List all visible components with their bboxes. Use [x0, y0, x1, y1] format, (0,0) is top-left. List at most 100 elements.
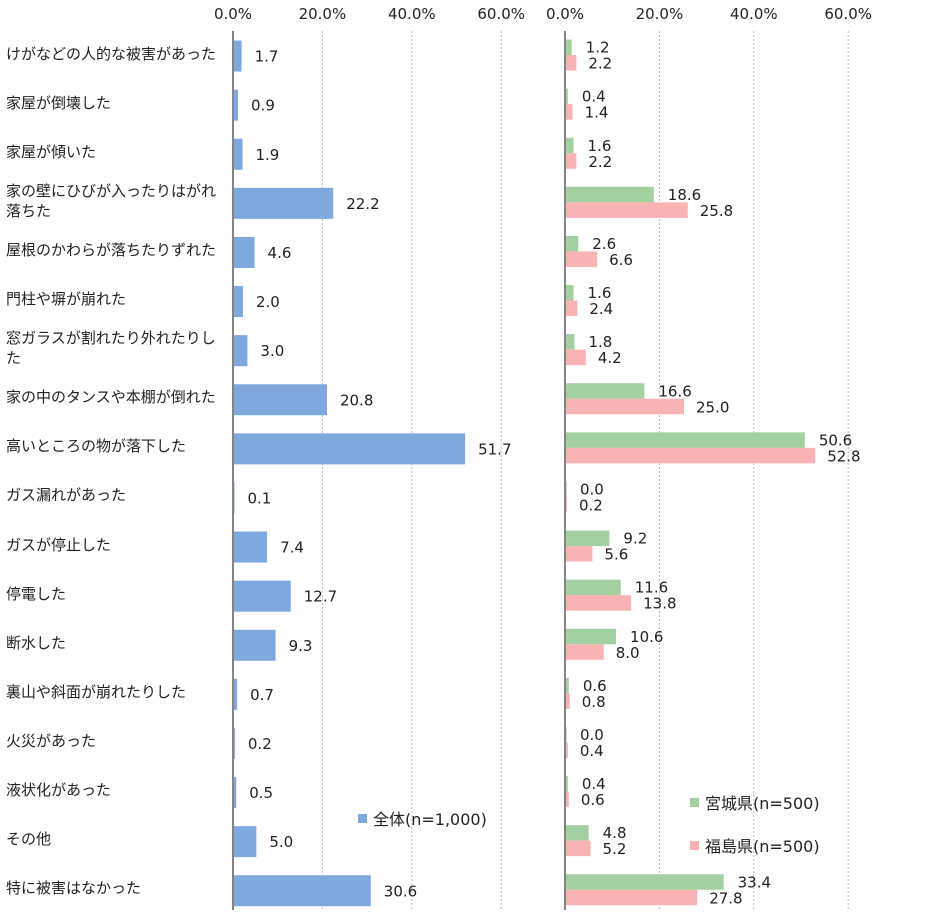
bar-overall — [234, 678, 238, 710]
legend-label-fukushima: 福島県(n=500) — [705, 837, 820, 856]
bar-fukushima — [566, 693, 570, 709]
data-label-fukushima: 2.2 — [588, 153, 612, 171]
data-label-fukushima: 0.2 — [579, 496, 603, 514]
data-label-miyagi: 50.6 — [819, 431, 852, 449]
data-label-miyagi: 18.6 — [668, 186, 701, 204]
bar-miyagi — [566, 334, 575, 350]
data-label-overall: 1.9 — [255, 146, 279, 164]
category-label: 停電した — [6, 584, 67, 603]
data-label-overall: 30.6 — [384, 882, 417, 900]
category-label: 特に被害はなかった — [6, 879, 142, 898]
bar-fukushima — [566, 398, 684, 415]
data-label-fukushima: 4.2 — [598, 349, 622, 367]
bar-overall — [234, 286, 243, 318]
bar-overall — [234, 580, 291, 612]
bar-miyagi — [566, 530, 610, 547]
bar-overall — [234, 89, 239, 121]
data-label-overall: 0.2 — [248, 735, 272, 753]
bar-fukushima — [566, 546, 593, 562]
data-label-fukushima: 2.2 — [588, 55, 612, 73]
legend-swatch-overall — [358, 813, 367, 823]
bar-fukushima — [566, 447, 816, 464]
bar-overall — [234, 629, 276, 661]
data-label-fukushima: 0.4 — [580, 742, 604, 760]
bar-overall — [234, 187, 334, 219]
x-tick-label: 0.0% — [214, 5, 252, 23]
data-label-miyagi: 0.4 — [582, 88, 606, 106]
legend-fukushima: 福島県(n=500) — [690, 833, 820, 857]
category-label: ガス漏れがあった — [6, 486, 127, 505]
data-label-fukushima: 25.8 — [700, 202, 733, 220]
bar-overall — [234, 40, 242, 72]
data-label-fukushima: 25.0 — [696, 398, 729, 416]
bar-miyagi — [566, 88, 568, 105]
bar-fukushima — [566, 300, 578, 317]
category-label: 家の中のタンスや本棚が倒れた — [6, 388, 216, 407]
data-label-overall: 3.0 — [260, 342, 284, 360]
bar-fukushima — [566, 153, 577, 169]
bar-fukushima — [566, 496, 567, 513]
bar-miyagi — [566, 677, 569, 694]
data-label-fukushima: 1.4 — [585, 104, 609, 122]
bar-overall — [234, 727, 235, 759]
bar-miyagi — [566, 874, 724, 890]
data-label-overall: 12.7 — [304, 588, 337, 606]
bar-fukushima — [566, 791, 569, 808]
bar-miyagi — [566, 383, 645, 399]
data-label-miyagi: 1.8 — [588, 333, 612, 351]
data-label-overall: 5.0 — [269, 833, 293, 851]
data-label-fukushima: 2.4 — [589, 300, 613, 318]
legend-label-miyagi: 宮城県(n=500) — [705, 794, 820, 813]
bar-fukushima — [566, 104, 573, 120]
data-label-fukushima: 5.2 — [603, 840, 627, 858]
data-label-miyagi: 0.4 — [582, 775, 606, 793]
data-label-miyagi: 10.6 — [630, 628, 663, 646]
bar-fukushima — [566, 840, 591, 857]
data-label-miyagi: 16.6 — [658, 382, 691, 400]
bar-miyagi — [566, 137, 574, 154]
bar-fukushima — [566, 251, 598, 267]
data-label-overall: 9.3 — [289, 637, 313, 655]
bar-miyagi — [566, 776, 568, 792]
category-label: 窓ガラスが割れたり外れたりした — [6, 329, 216, 368]
legend-overall: 全体(n=1,000) — [358, 806, 487, 830]
category-label: 家の壁にひびが入ったりはがれ落ちた — [6, 181, 217, 220]
bar-miyagi — [566, 39, 572, 56]
bar-miyagi — [566, 432, 805, 448]
data-label-miyagi: 1.6 — [588, 137, 612, 155]
bar-miyagi — [566, 481, 567, 497]
category-label: けがなどの人的な被害があった — [6, 44, 217, 63]
data-label-miyagi: 1.6 — [588, 284, 612, 302]
data-label-overall: 20.8 — [340, 391, 373, 409]
category-label: 裏山や斜面が崩れたりした — [6, 682, 187, 701]
category-label: ガスが停止した — [6, 535, 112, 554]
bar-fukushima — [566, 202, 688, 218]
data-label-miyagi: 2.6 — [592, 235, 616, 253]
category-label: 高いところの物が落下した — [6, 437, 187, 456]
x-tick-label: 40.0% — [730, 5, 778, 23]
bar-fukushima — [566, 889, 698, 906]
data-label-miyagi: 0.0 — [580, 480, 604, 498]
data-label-fukushima: 0.8 — [582, 693, 606, 711]
data-label-fukushima: 0.6 — [581, 791, 605, 809]
category-label: 家屋が倒壊した — [6, 93, 112, 112]
category-label: その他 — [6, 830, 52, 849]
bar-overall — [234, 777, 237, 809]
x-tick-label: 20.0% — [299, 5, 347, 23]
category-label: 火災があった — [6, 731, 97, 750]
data-label-miyagi: 33.4 — [738, 873, 771, 891]
data-label-overall: 0.5 — [249, 784, 273, 802]
bar-miyagi — [566, 825, 589, 841]
bar-miyagi — [566, 186, 654, 203]
bar-miyagi — [566, 579, 621, 596]
data-label-miyagi: 4.8 — [603, 824, 627, 842]
legend-label-overall: 全体(n=1,000) — [373, 810, 487, 829]
data-label-miyagi: 0.0 — [580, 726, 604, 744]
category-label: 家屋が傾いた — [6, 142, 97, 161]
data-label-fukushima: 6.6 — [609, 251, 633, 269]
data-label-overall: 0.9 — [251, 97, 275, 115]
legend-swatch-miyagi — [690, 797, 699, 807]
x-tick-label: 20.0% — [636, 5, 684, 23]
data-label-fukushima: 52.8 — [827, 447, 860, 465]
data-label-overall: 22.2 — [346, 195, 379, 213]
